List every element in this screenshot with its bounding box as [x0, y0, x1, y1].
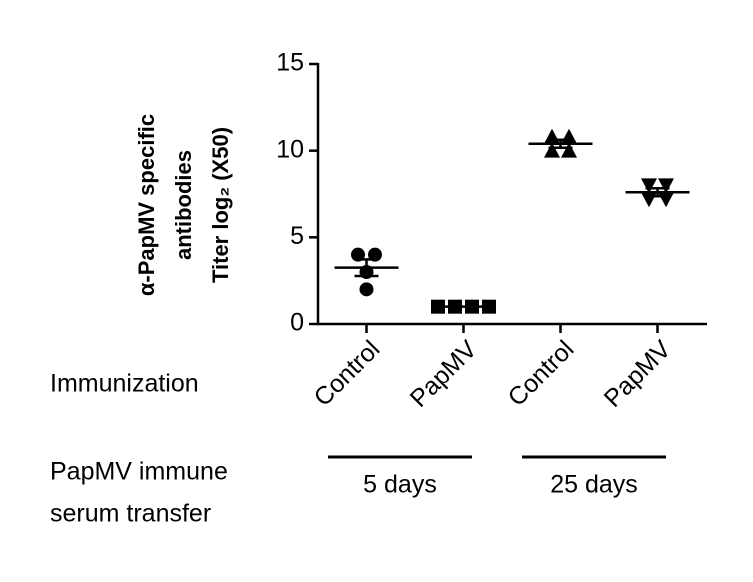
group-label: 25 days: [550, 471, 638, 499]
x-tick-label: Control: [503, 335, 580, 412]
point: [641, 178, 657, 194]
point: [561, 128, 577, 144]
y-axis-label: antibodies: [171, 150, 196, 260]
y-tick-label: 5: [290, 222, 304, 250]
point: [561, 142, 577, 158]
y-axis-label: Titer log₂ (X50): [208, 127, 233, 283]
row-label: Immunization: [50, 370, 199, 398]
point: [544, 128, 560, 144]
row-label: PapMV immune: [50, 458, 228, 486]
point: [658, 178, 674, 194]
point: [658, 192, 674, 208]
y-axis-label: α-PapMV specific: [134, 114, 159, 296]
x-tick-label: PapMV: [405, 335, 483, 413]
x-tick-label: PapMV: [599, 335, 677, 413]
y-tick-label: 10: [276, 135, 304, 163]
point: [359, 282, 374, 297]
point: [641, 192, 657, 208]
y-tick-label: 15: [276, 49, 304, 77]
x-tick-label: Control: [309, 335, 386, 412]
group-label: 5 days: [363, 471, 437, 499]
point: [544, 142, 560, 158]
y-tick-label: 0: [290, 309, 304, 337]
row-label: serum transfer: [50, 500, 211, 528]
